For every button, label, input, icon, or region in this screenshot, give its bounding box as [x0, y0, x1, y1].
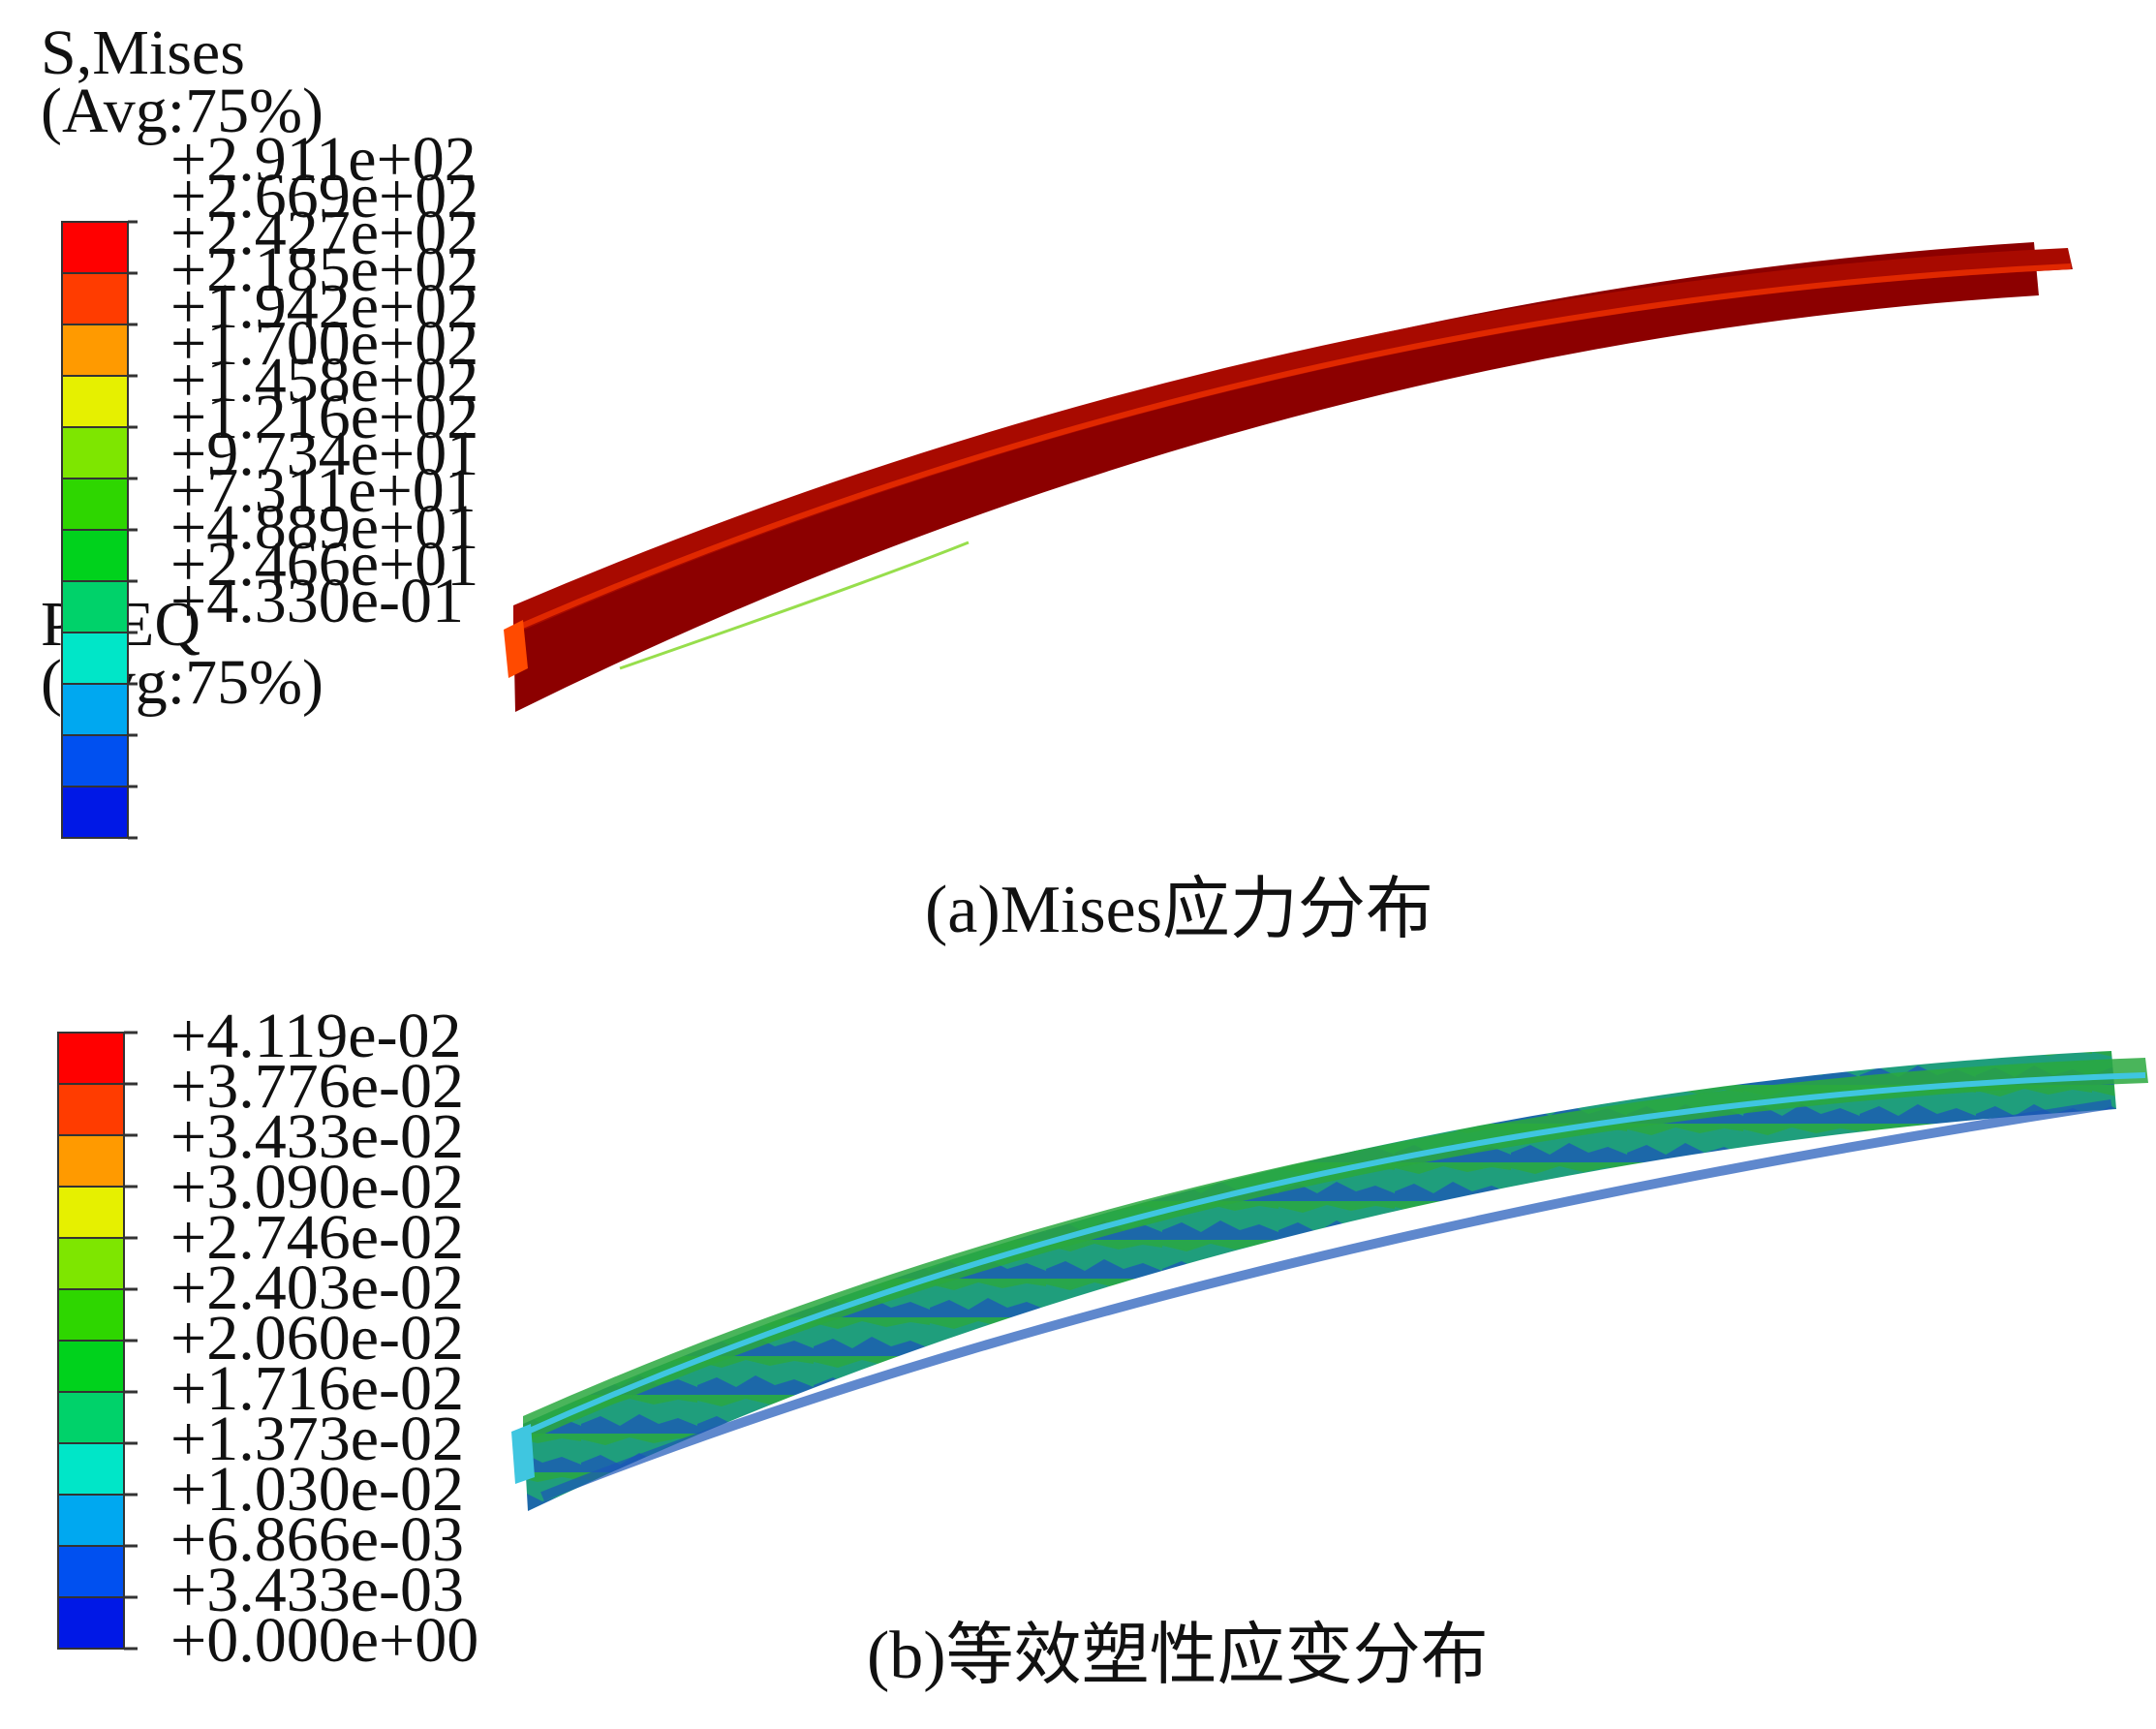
beam-mises-lower-edge — [619, 540, 970, 670]
tick-label: +1.216e+02 — [170, 382, 479, 452]
tick-label: +3.433e-03 — [170, 1555, 464, 1625]
tick-label: +3.433e-02 — [170, 1101, 464, 1172]
caption-b: (b)等效塑性应变分布 — [867, 1619, 1489, 1693]
colorbar-peeq — [57, 1031, 138, 1651]
tick-label: +3.090e-02 — [170, 1152, 464, 1222]
tick-label: +1.716e-02 — [170, 1353, 464, 1424]
colorbar-segment — [57, 1186, 125, 1239]
tick-label: +2.185e+02 — [170, 234, 479, 305]
tick-label: +3.776e-02 — [170, 1051, 464, 1122]
tick-label: +1.030e-02 — [170, 1454, 464, 1525]
tick-label: +6.866e-03 — [170, 1504, 464, 1575]
tick-label: +1.373e-02 — [170, 1404, 464, 1474]
tick-label: +2.746e-02 — [170, 1202, 464, 1273]
colorbar-segment — [61, 478, 129, 531]
tick-label: +0.000e+00 — [170, 1605, 479, 1676]
colorbar-segment — [57, 1032, 125, 1085]
colorbar-segment — [61, 375, 129, 428]
colorbar-segment — [61, 580, 129, 633]
legend-subtitle-mises: (Avg:75%) — [41, 76, 324, 146]
tick-label: +1.458e+02 — [170, 345, 479, 416]
colorbar-segment — [61, 734, 129, 787]
tick-label: +4.119e-02 — [170, 1001, 462, 1071]
beam-peeq-end-cap — [511, 1424, 535, 1484]
tick-label: +2.403e-02 — [170, 1252, 464, 1323]
colorbar-segment — [61, 426, 129, 479]
tick-label: +9.734e+01 — [170, 418, 479, 489]
colorbar-segment — [57, 1340, 125, 1393]
tick-label: +1.700e+02 — [170, 308, 479, 379]
colorbar-segment — [61, 529, 129, 582]
colorbar-segment — [57, 1442, 125, 1496]
colorbar-segment — [57, 1494, 125, 1547]
tick-label: +2.911e+02 — [170, 124, 477, 195]
tick-label: +2.669e+02 — [170, 161, 479, 232]
colorbar-segment — [61, 272, 129, 325]
beam-mises-end-cap — [504, 620, 528, 678]
colorbar-segment — [61, 786, 129, 839]
colorbar-segment — [61, 683, 129, 736]
colorbar-segment — [57, 1237, 125, 1290]
tick-label: +7.311e+01 — [170, 455, 477, 526]
beam-peeq-edge — [521, 1072, 2146, 1436]
colorbar-segment — [57, 1288, 125, 1342]
legend-title-mises: S,Mises — [41, 17, 245, 88]
beam-peeq — [511, 1051, 2148, 1511]
beam-mises — [504, 242, 2073, 712]
tick-label: +1.942e+02 — [170, 271, 479, 342]
beam-mises-body — [513, 242, 2039, 712]
colorbar-segment — [57, 1134, 125, 1188]
tick-label: +4.330e-01 — [170, 566, 464, 636]
colorbar-segment — [57, 1596, 125, 1650]
tick-label: +2.466e+01 — [170, 529, 479, 600]
tick-label: +2.427e+02 — [170, 198, 479, 268]
beam-peeq-low-band — [540, 1099, 2112, 1501]
colorbar-segment — [57, 1083, 125, 1136]
beam-peeq-body — [523, 1051, 2116, 1511]
tick-label: +4.889e+01 — [170, 492, 479, 563]
colorbar-mises — [61, 220, 138, 840]
colorbar-segment — [61, 221, 129, 274]
caption-a: (a)Mises应力分布 — [925, 873, 1433, 947]
beam-mises-edge — [511, 263, 2072, 633]
colorbar-segment — [57, 1545, 125, 1598]
colorbar-segment — [61, 632, 129, 685]
tick-label: +2.060e-02 — [170, 1303, 464, 1374]
colorbar-segment — [61, 324, 129, 377]
colorbar-segment — [57, 1391, 125, 1444]
